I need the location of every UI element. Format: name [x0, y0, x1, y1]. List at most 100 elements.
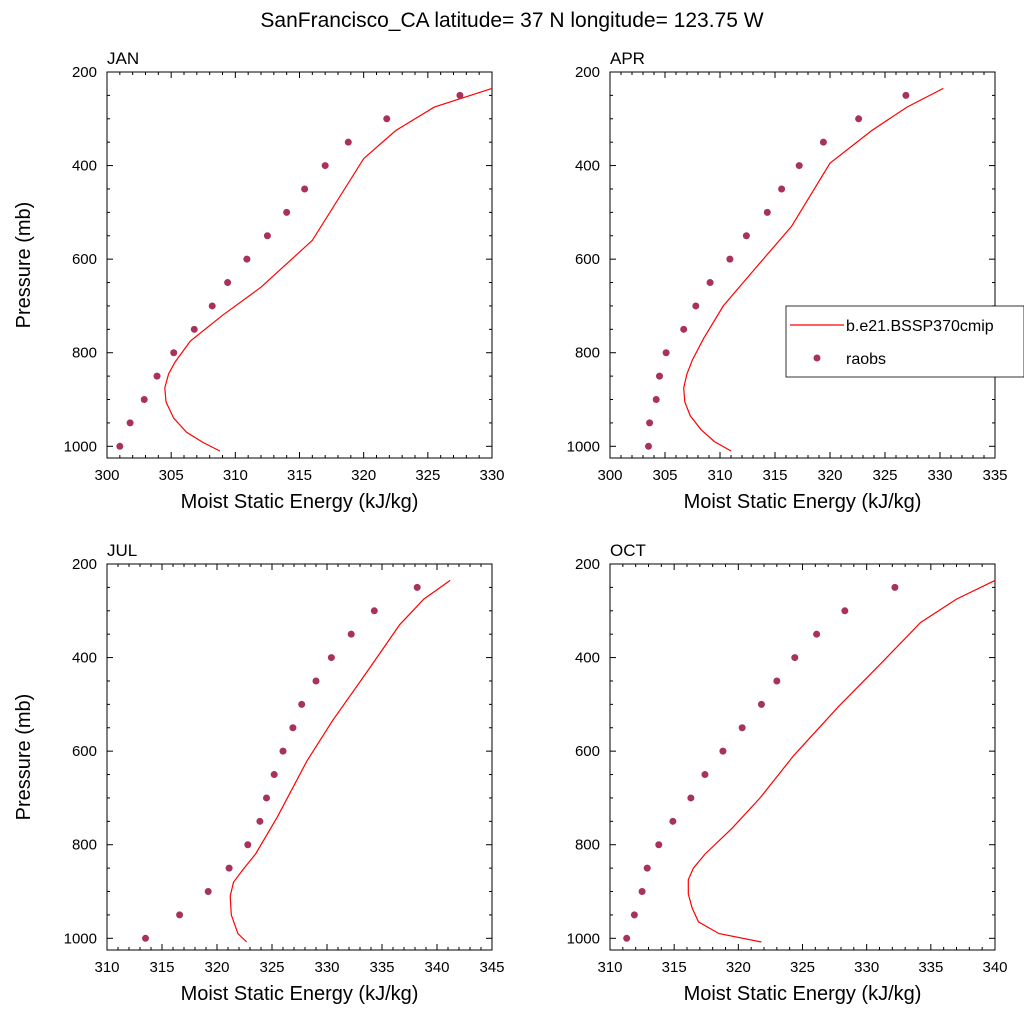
plot-frame: [609, 563, 996, 951]
x-tick-label: 325: [790, 959, 815, 976]
raobs-point: [327, 654, 335, 662]
raobs-point: [263, 232, 271, 240]
x-tick-label: 335: [918, 959, 943, 976]
raobs-point: [116, 442, 124, 450]
raobs-point: [243, 255, 251, 263]
raobs-point: [841, 607, 849, 615]
raobs-point: [738, 724, 746, 732]
raobs-point: [456, 91, 464, 99]
y-tick-label: 800: [575, 345, 600, 362]
x-axis-title: Moist Static Energy (kJ/kg): [684, 491, 922, 513]
raobs-point: [413, 583, 421, 591]
raobs-point: [283, 208, 291, 216]
plot-frame: [106, 563, 493, 951]
raobs-point: [170, 349, 178, 357]
model-profile-line: [683, 87, 944, 452]
raobs-point: [687, 794, 695, 802]
raobs-point: [298, 700, 306, 708]
legend: b.e21.BSSP370cmip raobs: [785, 305, 1024, 378]
y-tick-label: 200: [575, 556, 600, 573]
y-axis-title: Pressure (mb): [13, 202, 35, 329]
raobs-point: [891, 583, 899, 591]
raobs-point: [646, 419, 654, 427]
x-tick-label: 315: [287, 467, 312, 484]
raobs-point: [773, 677, 781, 685]
x-tick-label: 340: [982, 959, 1007, 976]
x-tick-label: 330: [927, 467, 952, 484]
x-tick-label: 330: [479, 467, 504, 484]
x-tick-label: 340: [424, 959, 449, 976]
x-tick-label: 325: [872, 467, 897, 484]
x-tick-label: 335: [982, 467, 1007, 484]
raobs-point: [652, 396, 660, 404]
raobs-point: [638, 888, 646, 896]
legend-marker-swatch: [813, 354, 821, 362]
panel-jul: 310 315 320 325 330 335 340 345 200 400 600 800 1000…: [13, 541, 505, 1005]
y-tick-label: 600: [575, 251, 600, 268]
y-tick-label: 400: [72, 158, 97, 175]
model-profile-line: [164, 87, 493, 452]
x-axis-title: Moist Static Energy (kJ/kg): [684, 983, 922, 1005]
y-tick-label: 1000: [64, 930, 97, 947]
x-tick-label: 320: [351, 467, 376, 484]
x-tick-label: 310: [597, 959, 622, 976]
y-tick-label: 200: [72, 64, 97, 81]
y-tick-label: 200: [575, 64, 600, 81]
raobs-point: [321, 162, 329, 170]
plot-frame: [106, 71, 493, 459]
x-tick-label: 305: [652, 467, 677, 484]
raobs-point: [279, 747, 287, 755]
x-tick-label: 310: [707, 467, 732, 484]
raobs-point: [855, 115, 863, 123]
legend-label-model: b.e21.BSSP370cmip: [846, 318, 994, 335]
y-tick-label: 1000: [64, 438, 97, 455]
y-tick-label: 1000: [567, 930, 600, 947]
y-tick-label: 800: [72, 837, 97, 854]
x-tick-label: 315: [662, 959, 687, 976]
raobs-point: [126, 419, 134, 427]
legend-box: [785, 305, 1024, 378]
panels: 300 305 310 315 320 325 330 200 400 600 800 1000 JAN…: [13, 49, 1008, 1005]
raobs-point: [208, 302, 216, 310]
raobs-point: [778, 185, 786, 193]
raobs-point: [142, 934, 149, 942]
raobs-point: [176, 911, 184, 919]
raobs-point: [791, 654, 799, 662]
raobs-point: [270, 771, 278, 779]
raobs-point: [813, 630, 821, 638]
x-tick-label: 315: [762, 467, 787, 484]
x-tick-label: 300: [597, 467, 622, 484]
raobs-point: [645, 442, 652, 450]
raobs-point: [256, 817, 264, 825]
panel-title: JAN: [107, 49, 139, 68]
raobs-point: [726, 255, 734, 263]
raobs-point: [225, 864, 233, 872]
raobs-point: [224, 279, 232, 287]
x-tick-label: 330: [854, 959, 879, 976]
y-tick-label: 600: [72, 251, 97, 268]
x-tick-label: 315: [149, 959, 174, 976]
raobs-point: [370, 607, 378, 615]
raobs-point: [819, 138, 827, 146]
raobs-point: [719, 747, 727, 755]
raobs-point: [669, 817, 677, 825]
raobs-point: [289, 724, 297, 732]
raobs-point: [692, 302, 700, 310]
x-tick-label: 305: [159, 467, 184, 484]
x-tick-label: 320: [817, 467, 842, 484]
raobs-point: [706, 279, 714, 287]
panel-title: JUL: [107, 541, 137, 560]
y-tick-label: 600: [72, 743, 97, 760]
x-tick-label: 325: [415, 467, 440, 484]
raobs-point: [655, 841, 663, 849]
x-tick-label: 300: [94, 467, 119, 484]
raobs-point: [140, 396, 148, 404]
raobs-point: [623, 934, 631, 942]
panel-title: APR: [610, 49, 645, 68]
legend-label-obs: raobs: [846, 351, 886, 368]
y-tick-label: 200: [72, 556, 97, 573]
x-tick-label: 325: [259, 959, 284, 976]
model-profile-line: [229, 579, 451, 943]
y-tick-label: 400: [72, 650, 97, 667]
